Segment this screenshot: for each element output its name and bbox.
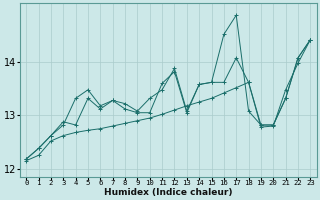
X-axis label: Humidex (Indice chaleur): Humidex (Indice chaleur): [104, 188, 233, 197]
